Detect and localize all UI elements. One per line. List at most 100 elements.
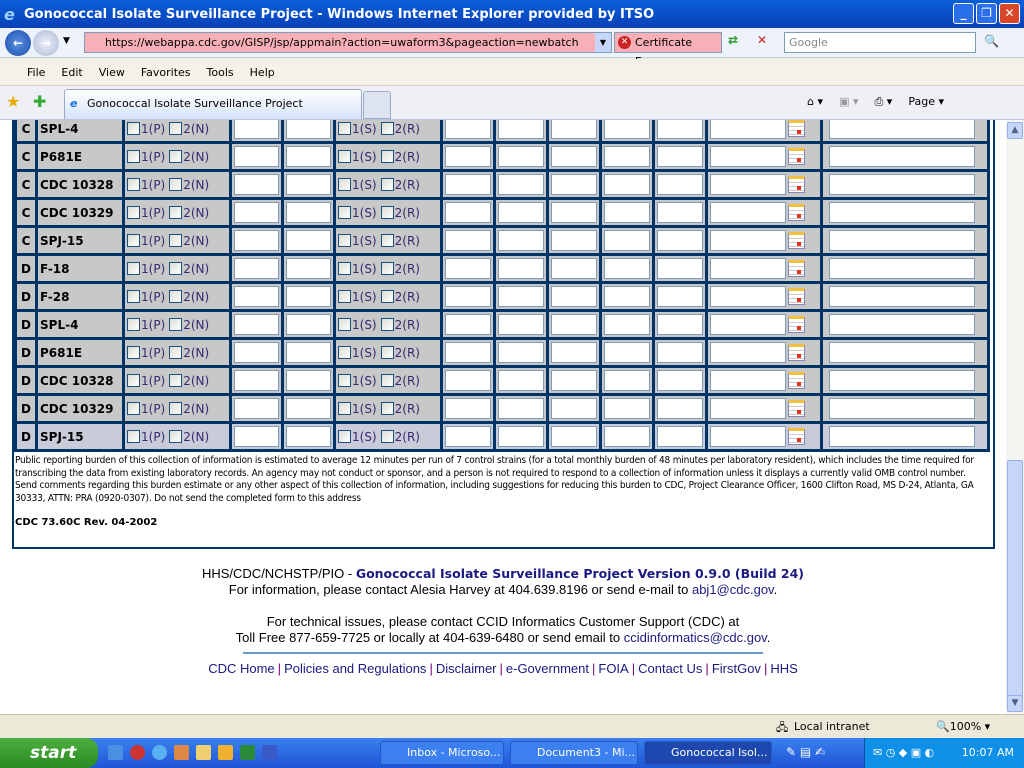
checkbox[interactable] xyxy=(338,317,351,331)
home-icon[interactable]: ⌂ ▾ xyxy=(807,95,824,108)
menu-view[interactable]: View xyxy=(98,65,125,79)
checkbox[interactable] xyxy=(380,345,394,359)
text-input[interactable] xyxy=(551,258,597,279)
checkbox[interactable] xyxy=(169,345,183,359)
text-input[interactable] xyxy=(445,146,491,167)
text-input[interactable] xyxy=(657,120,703,139)
text-input[interactable] xyxy=(286,286,331,307)
tech-email-link[interactable]: ccidinformatics@cdc.gov xyxy=(623,630,767,645)
browser-icon[interactable] xyxy=(130,745,145,760)
powerpoint-icon[interactable] xyxy=(174,745,189,760)
checkbox[interactable] xyxy=(169,289,183,303)
date-input[interactable] xyxy=(710,286,786,307)
menu-favorites[interactable]: Favorites xyxy=(140,65,191,79)
text-input[interactable] xyxy=(498,398,544,419)
comment-input[interactable] xyxy=(829,174,975,195)
text-input[interactable] xyxy=(604,202,650,223)
footer-link[interactable]: CDC Home xyxy=(208,661,275,676)
text-input[interactable] xyxy=(234,370,279,391)
checkbox[interactable] xyxy=(127,121,140,135)
text-input[interactable] xyxy=(445,398,491,419)
text-input[interactable] xyxy=(657,314,703,335)
text-input[interactable] xyxy=(234,342,279,363)
tray-icons[interactable]: ✉ ◷ ◆ ▣ ◐ xyxy=(873,746,935,759)
scroll-down-button[interactable]: ▼ xyxy=(1007,695,1023,712)
checkbox[interactable] xyxy=(127,261,140,275)
comment-input[interactable] xyxy=(829,202,975,223)
footer-link[interactable]: FirstGov xyxy=(711,661,761,676)
calendar-icon[interactable] xyxy=(788,316,805,333)
checkbox[interactable] xyxy=(338,177,351,191)
checkbox[interactable] xyxy=(169,121,183,135)
tab-gisp[interactable]: e Gonococcal Isolate Surveillance Project xyxy=(64,89,362,119)
vertical-scrollbar[interactable]: ▲ ▼ xyxy=(1006,120,1024,714)
comment-input[interactable] xyxy=(829,342,975,363)
text-input[interactable] xyxy=(286,314,331,335)
footer-link[interactable]: HHS xyxy=(770,661,798,676)
outlook-icon[interactable] xyxy=(218,745,233,760)
checkbox[interactable] xyxy=(338,149,351,163)
text-input[interactable] xyxy=(657,174,703,195)
close-button[interactable]: ✕ xyxy=(999,3,1020,24)
checkbox[interactable] xyxy=(338,401,351,415)
text-input[interactable] xyxy=(657,146,703,167)
date-input[interactable] xyxy=(710,174,786,195)
text-input[interactable] xyxy=(551,202,597,223)
calendar-icon[interactable] xyxy=(788,400,805,417)
checkbox[interactable] xyxy=(380,429,394,443)
checkbox[interactable] xyxy=(169,429,183,443)
comment-input[interactable] xyxy=(829,398,975,419)
text-input[interactable] xyxy=(234,398,279,419)
checkbox[interactable] xyxy=(338,289,351,303)
text-input[interactable] xyxy=(234,230,279,251)
text-input[interactable] xyxy=(604,146,650,167)
text-input[interactable] xyxy=(445,314,491,335)
checkbox[interactable] xyxy=(380,205,394,219)
comment-input[interactable] xyxy=(829,314,975,335)
footer-link[interactable]: FOIA xyxy=(598,661,629,676)
text-input[interactable] xyxy=(234,120,279,139)
text-input[interactable] xyxy=(657,370,703,391)
date-input[interactable] xyxy=(710,202,786,223)
text-input[interactable] xyxy=(445,174,491,195)
comment-input[interactable] xyxy=(829,146,975,167)
text-input[interactable] xyxy=(551,146,597,167)
checkbox[interactable] xyxy=(127,317,140,331)
checkbox[interactable] xyxy=(169,205,183,219)
checkbox[interactable] xyxy=(338,233,351,247)
checkbox[interactable] xyxy=(169,177,183,191)
text-input[interactable] xyxy=(604,370,650,391)
text-input[interactable] xyxy=(234,146,279,167)
comment-input[interactable] xyxy=(829,258,975,279)
checkbox[interactable] xyxy=(338,373,351,387)
checkbox[interactable] xyxy=(380,177,394,191)
back-button[interactable]: ← xyxy=(5,30,31,56)
calendar-icon[interactable] xyxy=(788,148,805,165)
footer-link[interactable]: Disclaimer xyxy=(435,661,497,676)
zoom-control[interactable]: 🔍100% ▾ xyxy=(936,720,991,733)
text-input[interactable] xyxy=(657,202,703,223)
date-input[interactable] xyxy=(710,230,786,251)
text-input[interactable] xyxy=(551,174,597,195)
menu-edit[interactable]: Edit xyxy=(61,65,83,79)
text-input[interactable] xyxy=(604,342,650,363)
checkbox[interactable] xyxy=(169,317,183,331)
comment-input[interactable] xyxy=(829,120,975,139)
text-input[interactable] xyxy=(604,258,650,279)
menu-help[interactable]: Help xyxy=(249,65,275,79)
checkbox[interactable] xyxy=(380,373,394,387)
checkbox[interactable] xyxy=(338,429,351,443)
comment-input[interactable] xyxy=(829,286,975,307)
calendar-icon[interactable] xyxy=(788,428,805,445)
text-input[interactable] xyxy=(286,120,331,139)
tray-tools-icon[interactable]: ✎ ▤ ✍ xyxy=(786,745,826,759)
checkbox[interactable] xyxy=(338,345,351,359)
checkbox[interactable] xyxy=(127,373,140,387)
text-input[interactable] xyxy=(657,258,703,279)
checkbox[interactable] xyxy=(380,317,394,331)
text-input[interactable] xyxy=(286,398,331,419)
folder-icon[interactable] xyxy=(196,745,211,760)
text-input[interactable] xyxy=(498,202,544,223)
checkbox[interactable] xyxy=(127,345,140,359)
task-document3[interactable]: Document3 - Mi... xyxy=(510,741,638,765)
